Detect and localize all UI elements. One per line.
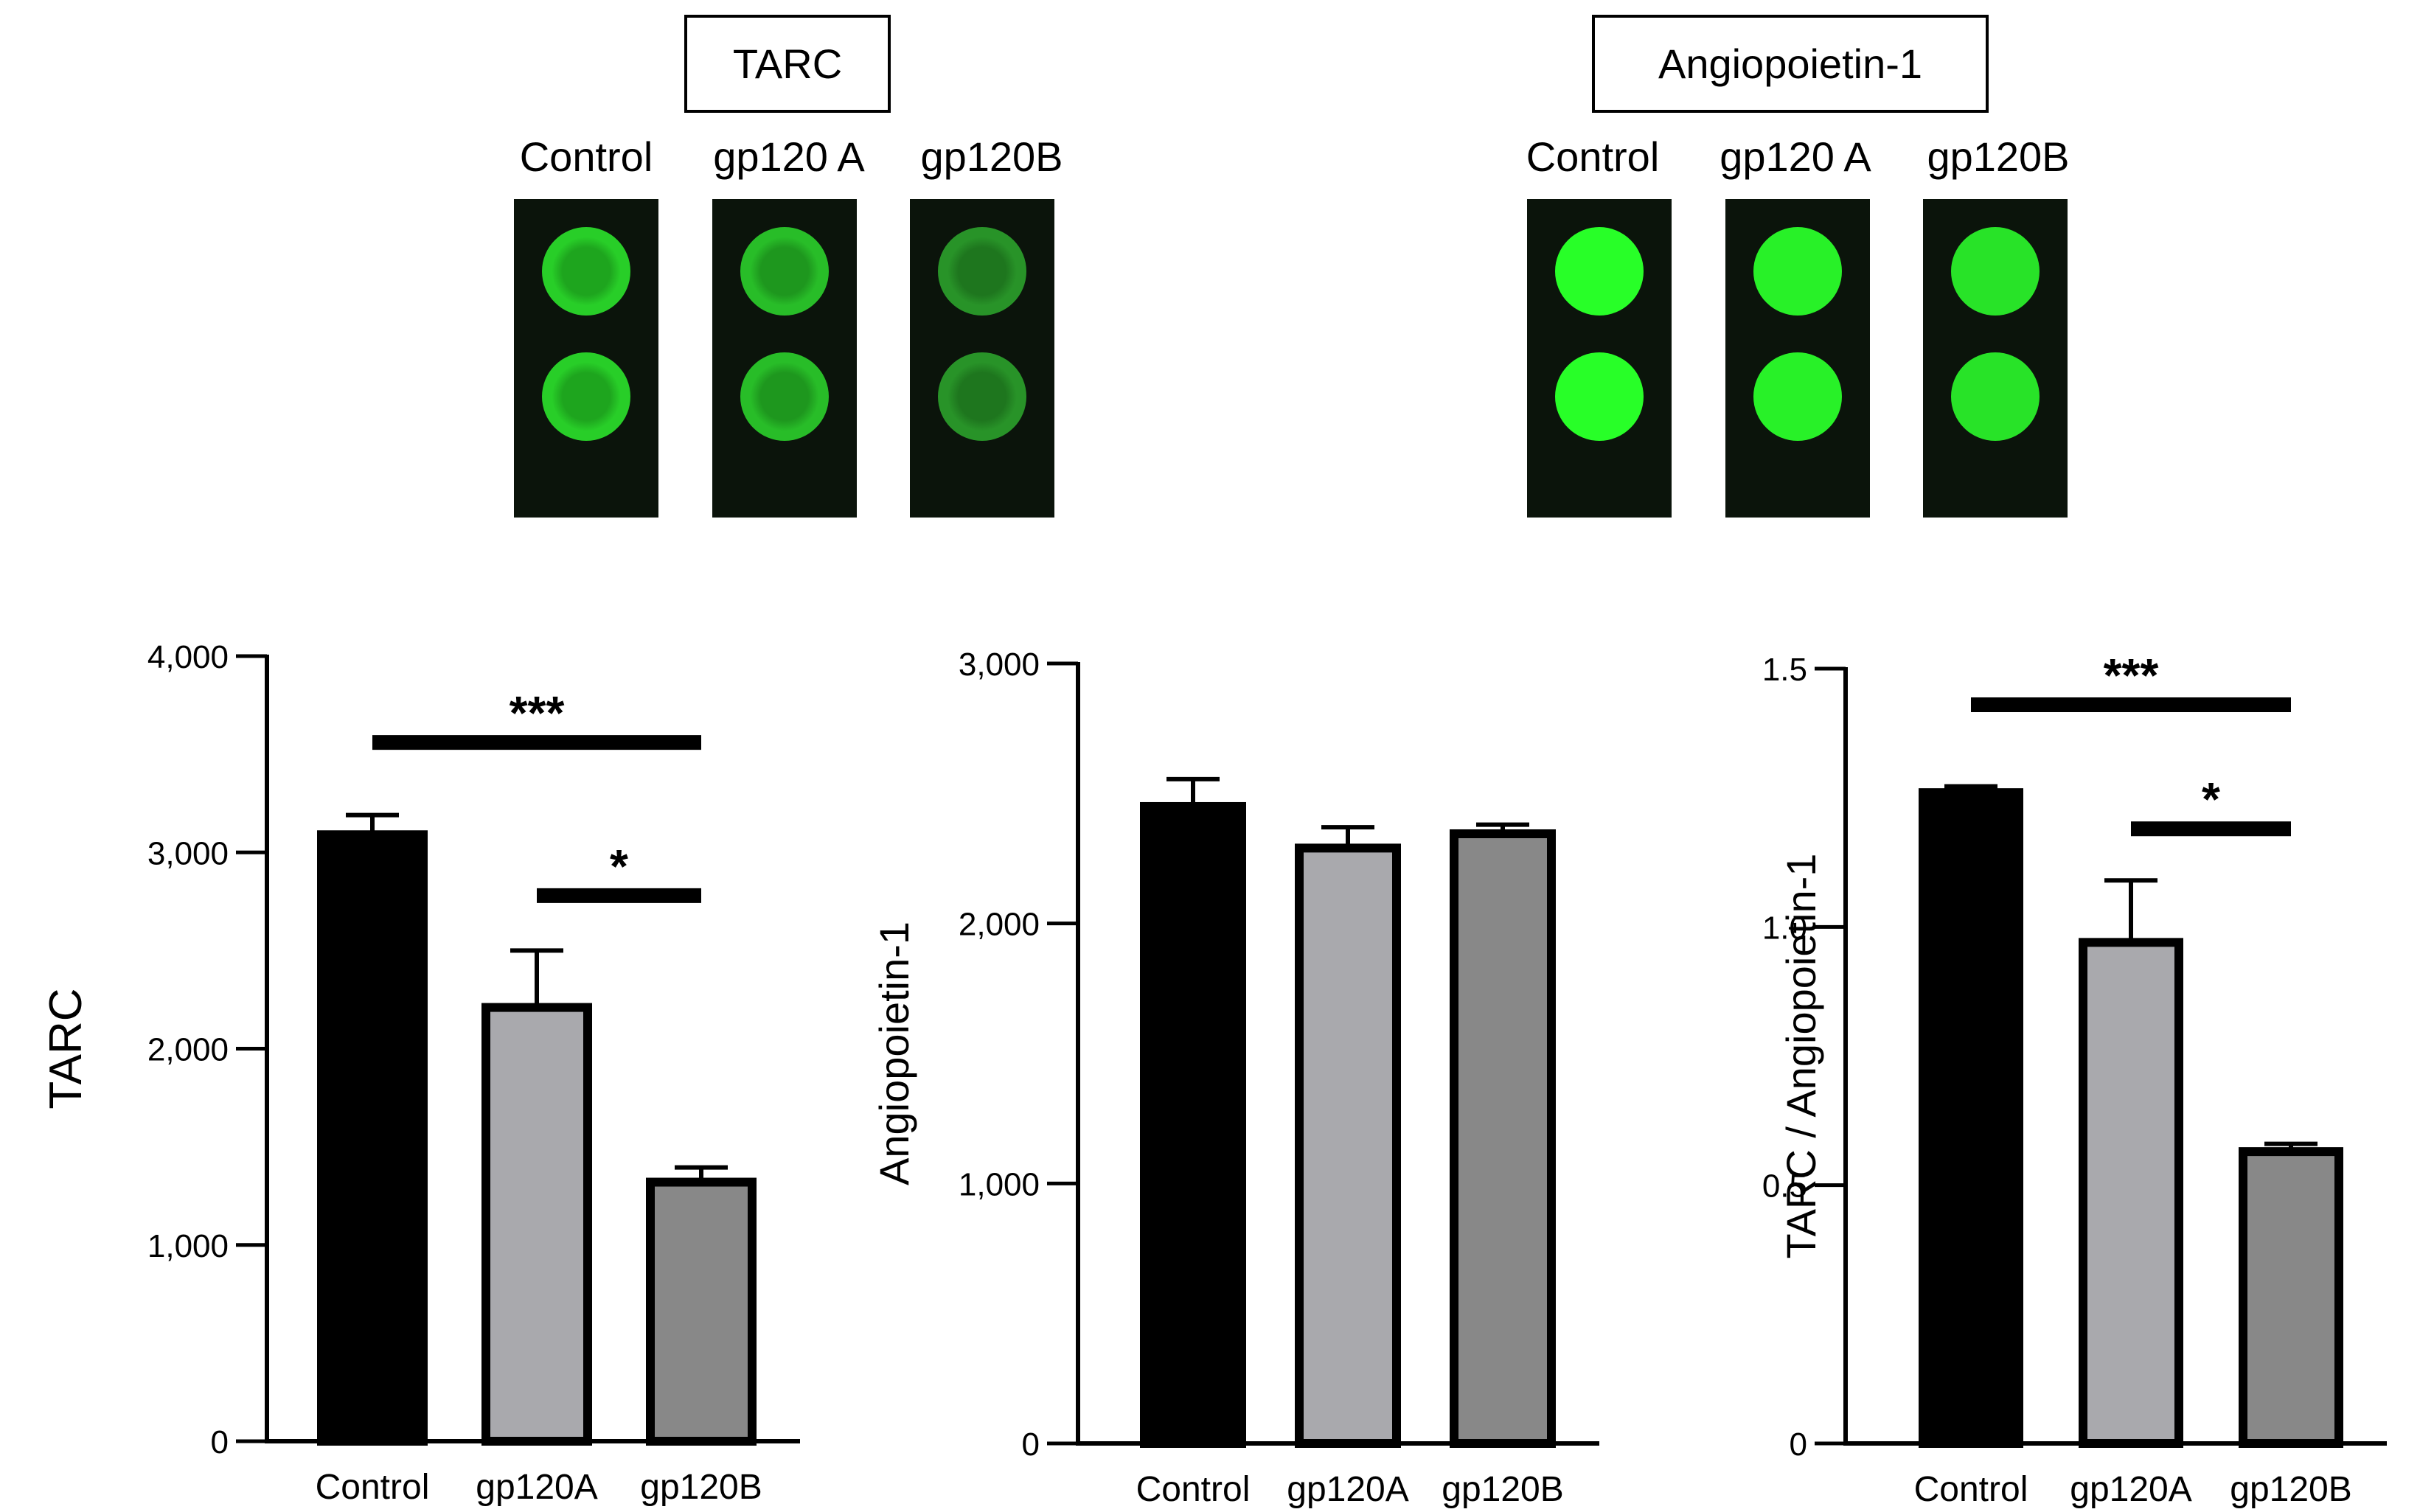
significance-label: *** <box>2104 649 2159 702</box>
y-tick-label: 1,000 <box>147 1228 229 1264</box>
y-tick-label: 0.5 <box>1762 1168 1807 1205</box>
x-tick-label: gp120A <box>476 1468 598 1507</box>
blot-dot <box>1951 227 2040 316</box>
y-axis-label: TARC / Angiopoietin-1 <box>1778 854 1824 1259</box>
ratio-bar-chart: 0 0.5 1.0 1.5 TARC / Angiopoietin-1 Control gp… <box>1762 649 2387 1509</box>
blot-strip <box>1527 199 1672 518</box>
y-tick-label: 2,000 <box>959 907 1040 943</box>
y-tick-label: 3,000 <box>147 835 229 871</box>
y-tick-label: 1.5 <box>1762 652 1807 688</box>
angiopoietin-bar-chart: 0 1,000 2,000 3,000 Angiopoietin-1 Control gp1… <box>871 647 1599 1509</box>
tarc-bar-chart: 0 1,000 2,000 3,000 4,000 TARC Control gp120A gp… <box>41 639 800 1507</box>
bar <box>646 1177 757 1446</box>
lane-label: gp120 A <box>1720 133 1871 180</box>
blot-dot <box>1555 227 1644 316</box>
lane-label: Control <box>1526 133 1660 180</box>
y-tick-label: 0 <box>1022 1426 1040 1463</box>
blot-strip <box>1923 199 2068 518</box>
blot-dot <box>542 227 630 316</box>
x-tick-label: gp120A <box>1287 1470 1409 1509</box>
lane-label: gp120 A <box>713 133 865 180</box>
bar <box>1450 829 1556 1449</box>
blot-strip <box>910 199 1054 518</box>
significance-label: * <box>610 840 628 893</box>
lane-label: gp120B <box>920 133 1063 180</box>
blot-title-angiopoietin: Angiopoietin-1 <box>1592 15 1989 113</box>
blot-strip <box>514 199 658 518</box>
blot-dot <box>1555 352 1644 441</box>
y-axis-label: TARC <box>41 988 91 1109</box>
blot-dot <box>938 227 1026 316</box>
blot-dot <box>1951 352 2040 441</box>
blot-dot <box>1753 352 1842 441</box>
x-tick-label: Control <box>1914 1470 2028 1509</box>
y-tick-label: 4,000 <box>147 639 229 675</box>
x-tick-label: gp120B <box>2230 1470 2352 1509</box>
blot-dot <box>1753 227 1842 316</box>
x-tick-label: gp120B <box>1442 1470 1564 1509</box>
bar <box>1295 843 1401 1449</box>
x-tick-label: gp120A <box>2070 1470 2192 1509</box>
x-tick-label: gp120B <box>640 1468 762 1507</box>
bar <box>1140 801 1246 1448</box>
x-tick-label: Control <box>316 1468 430 1507</box>
bar <box>2239 1147 2343 1449</box>
lane-label: gp120B <box>1927 133 2070 180</box>
blot-dot <box>938 352 1026 441</box>
lane-label: Control <box>519 133 653 180</box>
significance-label: * <box>2202 773 2220 826</box>
y-tick-label: 2,000 <box>147 1032 229 1068</box>
blot-dot <box>542 352 630 441</box>
bar <box>1919 788 2023 1449</box>
y-tick-label: 3,000 <box>959 647 1040 683</box>
blot-title-tarc: TARC <box>684 15 891 113</box>
x-tick-label: Control <box>1136 1470 1251 1509</box>
bar <box>2079 938 2183 1448</box>
y-tick-label: 0 <box>211 1424 229 1460</box>
blot-dot <box>740 227 829 316</box>
bar <box>481 1003 592 1446</box>
y-tick-label: 1,000 <box>959 1166 1040 1202</box>
y-tick-label: 1.0 <box>1762 910 1807 946</box>
y-tick-label: 0 <box>1790 1426 1807 1463</box>
significance-label: *** <box>510 686 565 739</box>
bar <box>317 830 428 1446</box>
blot-strip <box>1725 199 1870 518</box>
blot-strip <box>712 199 857 518</box>
blot-dot <box>740 352 829 441</box>
y-axis-label: Angiopoietin-1 <box>871 922 917 1185</box>
